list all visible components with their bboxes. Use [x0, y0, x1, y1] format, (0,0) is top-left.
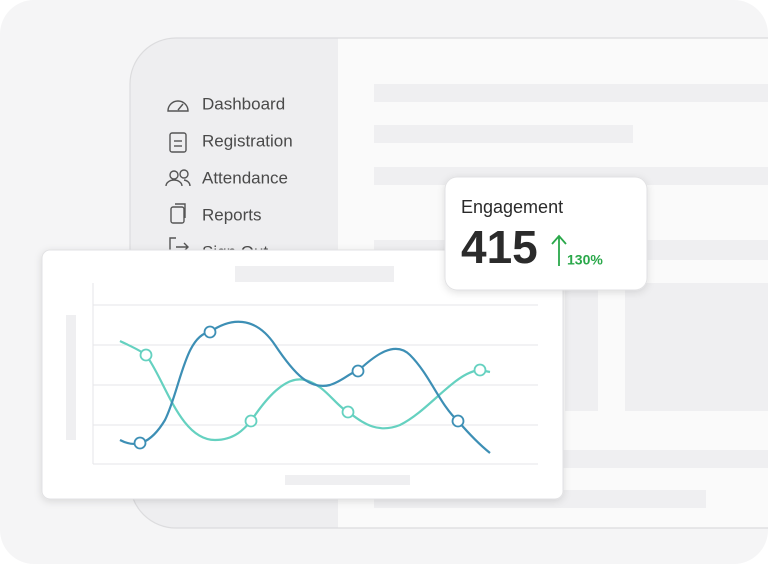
menu-item[interactable]: Dashboard [202, 94, 285, 113]
chart-card [41, 249, 564, 500]
card-value: 415 [461, 221, 538, 273]
menu-item[interactable]: Registration [202, 131, 293, 150]
menu-item[interactable]: Reports [202, 205, 262, 224]
up-arrow [551, 234, 567, 266]
engagement-card: Engagement 415 130% [444, 176, 648, 291]
menu-item[interactable]: Attendance [202, 168, 288, 187]
card-title: Engagement [461, 197, 563, 217]
card-change: 130% [567, 252, 603, 268]
